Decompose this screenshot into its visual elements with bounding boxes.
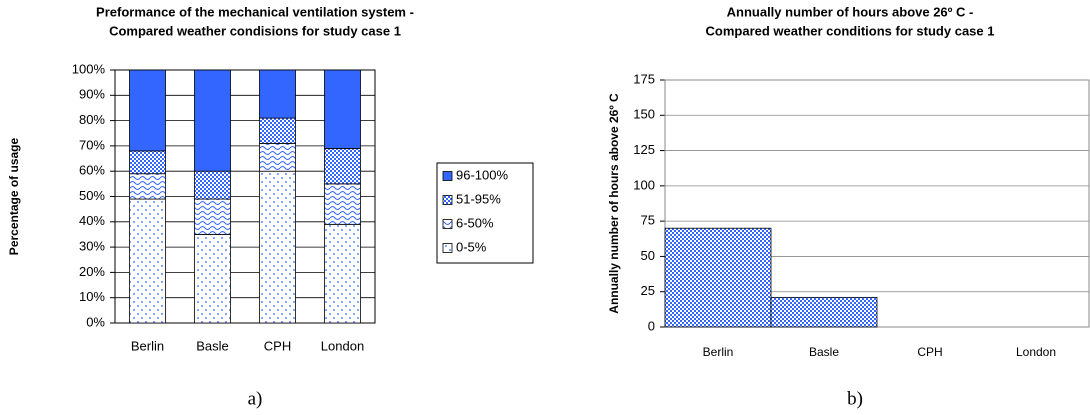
bar-segment [194, 198, 231, 235]
y-tick-label: 100% [72, 61, 106, 76]
legend-swatch [442, 219, 453, 229]
bar-segment [324, 148, 361, 185]
y-tick-label: 20% [79, 264, 105, 279]
bar-segment [194, 234, 231, 324]
legend-label: 0-5% [456, 239, 487, 254]
x-tick-label: Berlin [131, 338, 164, 353]
x-tick-label: London [321, 338, 364, 353]
legend-label: 6-50% [456, 215, 494, 230]
legend-label: 96-100% [456, 167, 508, 182]
legend-swatch [442, 243, 453, 253]
y-tick-label: 90% [79, 87, 105, 102]
x-tick-label: CPH [264, 338, 291, 353]
x-tick-label: London [1016, 345, 1056, 359]
bar-segment [129, 69, 166, 152]
bar-segment [259, 69, 296, 119]
legend-swatch [442, 171, 453, 181]
caption: b) [847, 388, 863, 409]
y-tick-label: 50 [641, 248, 655, 263]
x-tick-label: CPH [917, 345, 942, 359]
x-tick-label: Basle [809, 345, 839, 359]
bar-segment [259, 117, 296, 144]
bar-segment [129, 198, 166, 324]
y-tick-label: 150 [633, 107, 655, 122]
bar [664, 227, 772, 328]
legend-box [436, 162, 534, 264]
y-tick-label: 175 [633, 71, 655, 86]
bar-segment [259, 142, 296, 172]
x-tick-label: Berlin [703, 345, 734, 359]
y-tick-label: 0% [86, 314, 105, 329]
bar [770, 296, 878, 328]
y-axis-title: Annually number of hours above 26º C [607, 93, 621, 314]
bar-segment [324, 69, 361, 149]
bar-segment [324, 183, 361, 225]
y-tick-label: 0 [648, 318, 655, 333]
y-tick-label: 10% [79, 289, 105, 304]
bar-segment [194, 69, 231, 172]
bar-segment [129, 150, 166, 175]
legend-swatch [442, 195, 453, 205]
y-axis-title: Percentage of usage [7, 137, 21, 255]
y-tick-label: 75 [641, 213, 655, 228]
chart-title: Compared weather condisions for study ca… [109, 23, 401, 38]
y-tick-label: 40% [79, 213, 105, 228]
bar-segment [324, 223, 361, 324]
y-tick-label: 30% [79, 239, 105, 254]
chart-title: Annually number of hours above 26º C - [727, 4, 974, 19]
y-tick-label: 100 [633, 177, 655, 192]
plot-border [114, 69, 376, 324]
chart-title: Compared weather conditions for study ca… [706, 23, 995, 38]
bar-segment [259, 170, 296, 324]
y-tick-label: 125 [633, 142, 655, 157]
y-tick-label: 80% [79, 112, 105, 127]
y-tick-label: 25 [641, 283, 655, 298]
y-tick-label: 60% [79, 163, 105, 178]
chart-title: Preformance of the mechanical ventilatio… [96, 4, 414, 19]
y-tick-label: 70% [79, 137, 105, 152]
y-tick-label: 50% [79, 188, 105, 203]
legend-label: 51-95% [456, 191, 501, 206]
bar-segment [194, 170, 231, 200]
caption: a) [248, 388, 263, 409]
x-tick-label: Basle [196, 338, 229, 353]
bar-segment [129, 173, 166, 200]
